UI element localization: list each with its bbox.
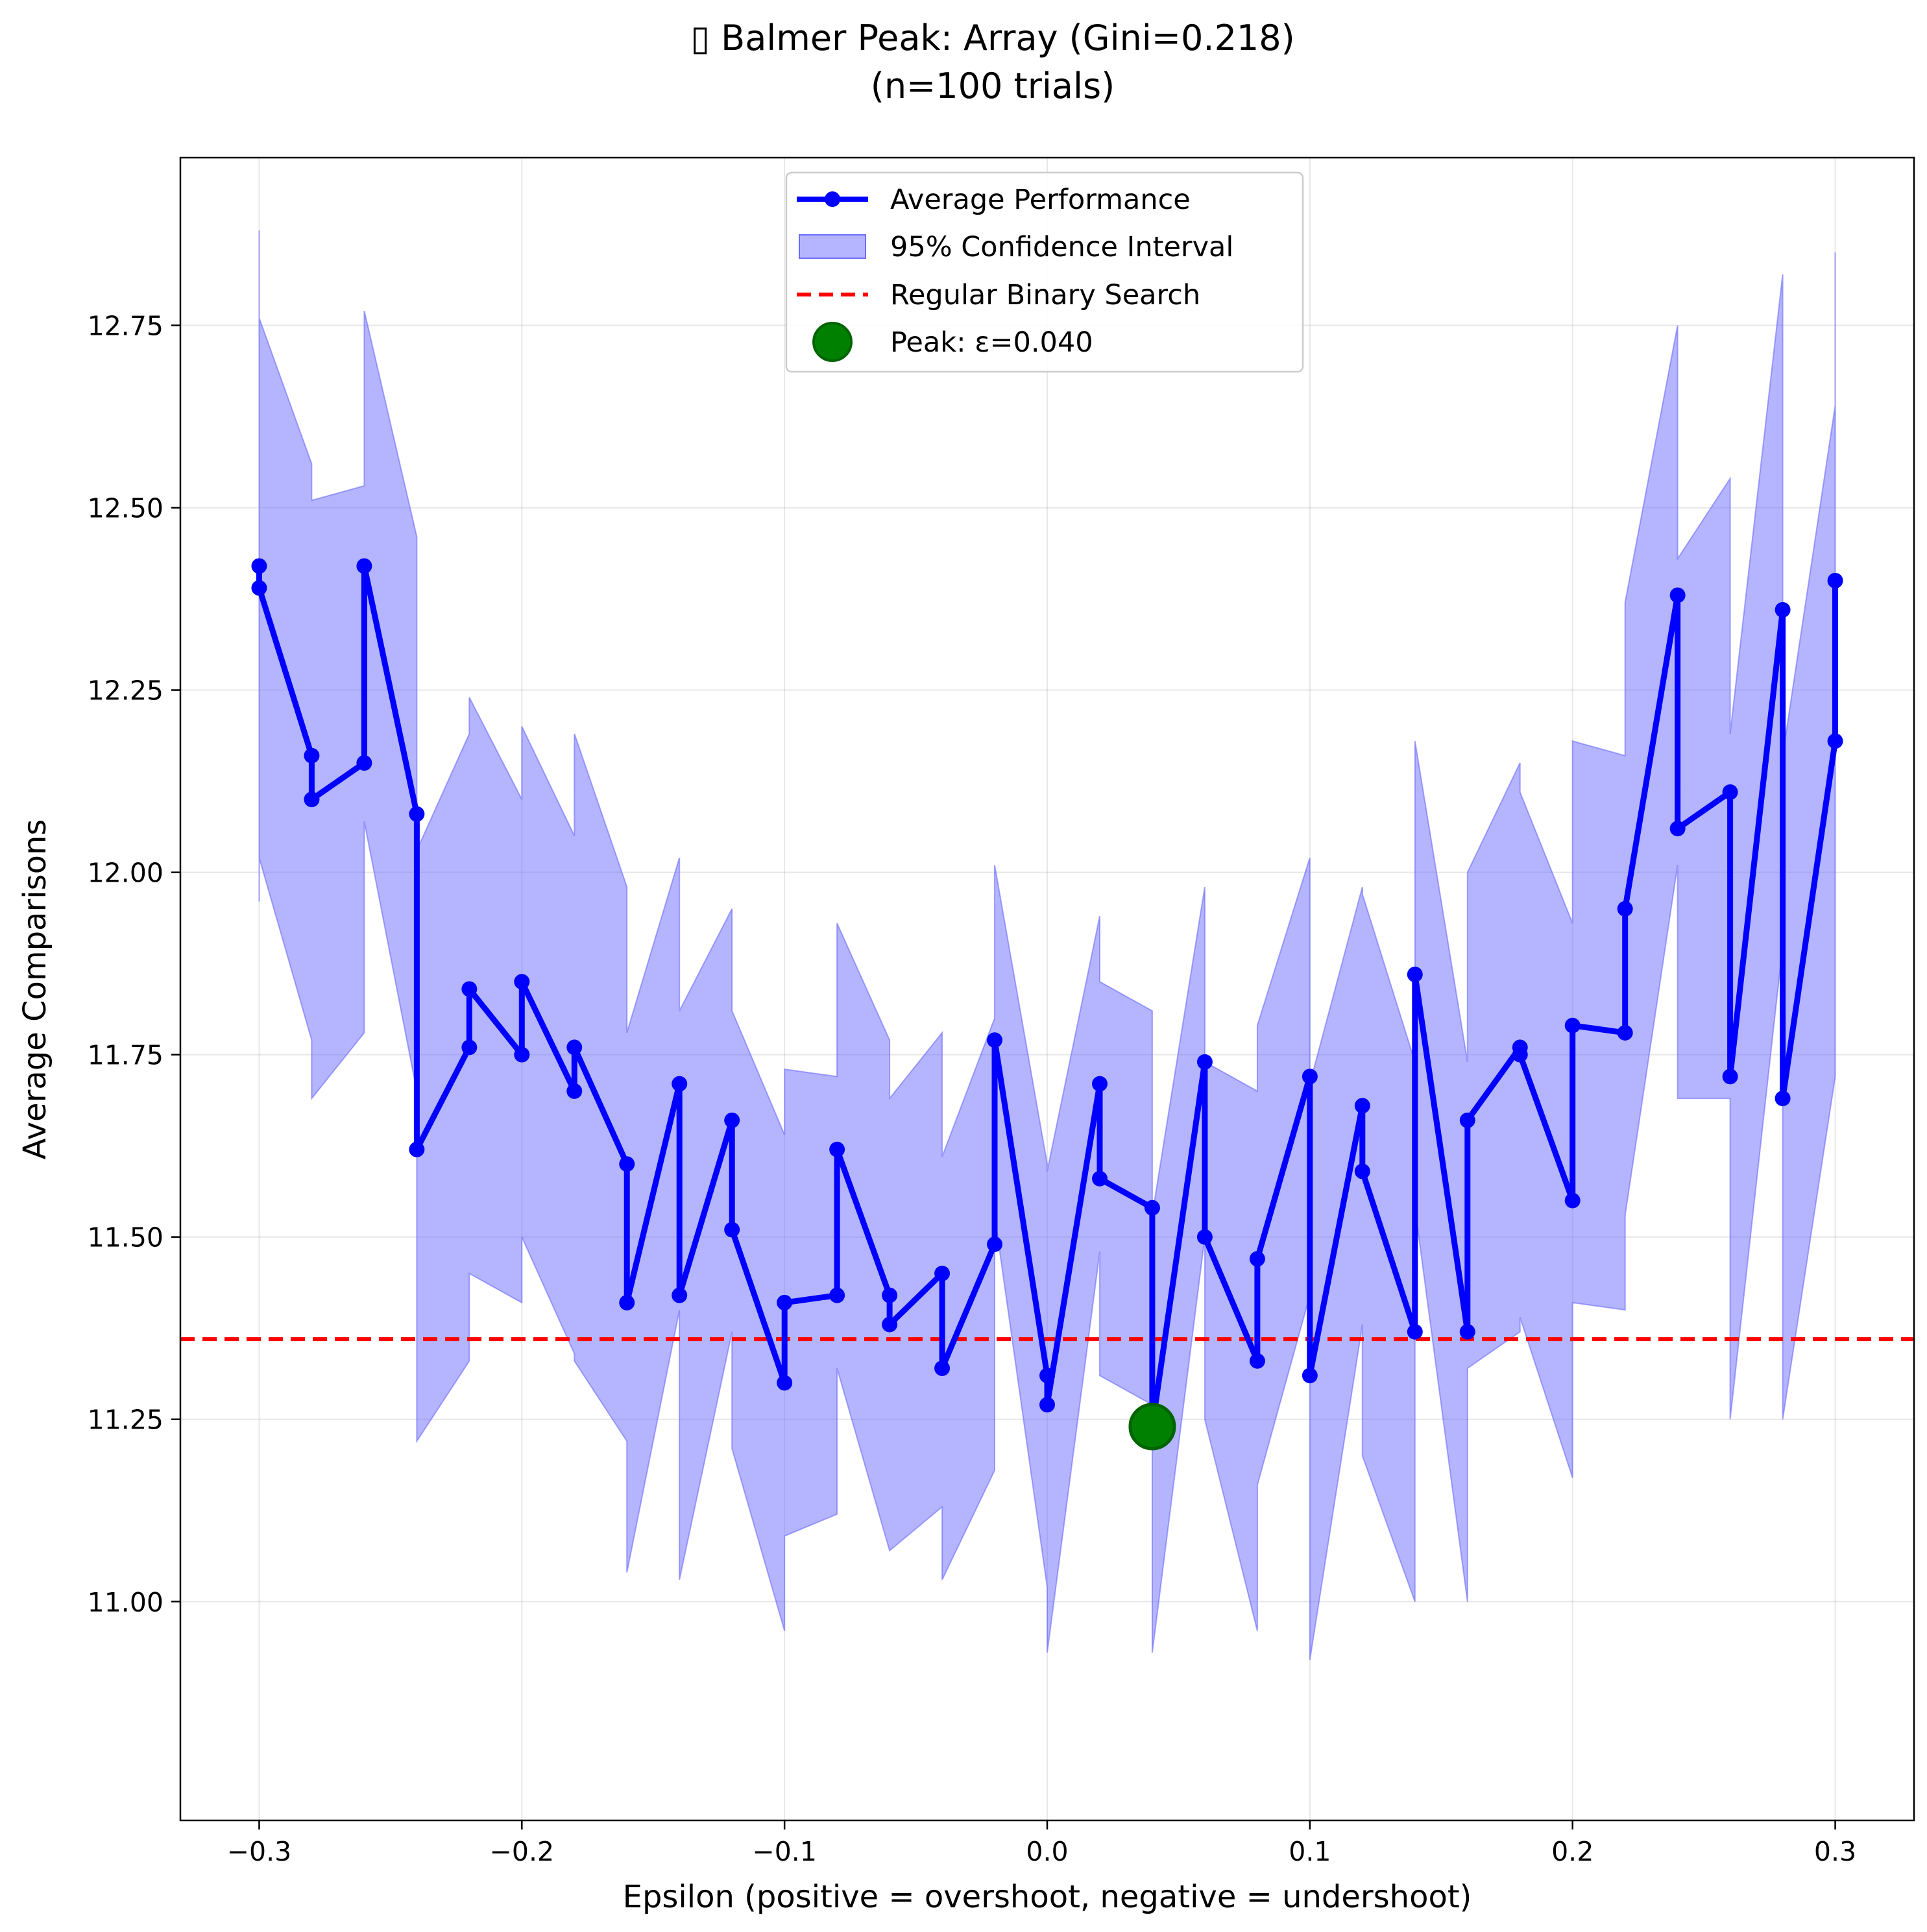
- data-point: [1354, 1098, 1370, 1114]
- y-tick-label: 11.75: [88, 1040, 164, 1071]
- legend-label-baseline: Regular Binary Search: [890, 279, 1200, 311]
- data-point: [1302, 1368, 1318, 1384]
- data-point: [987, 1236, 1003, 1252]
- data-point: [461, 1039, 478, 1056]
- data-point: [1564, 1192, 1581, 1209]
- data-point: [724, 1222, 740, 1238]
- confidence-band: [258, 230, 1836, 1660]
- data-point: [514, 974, 530, 990]
- series-line-layer: [251, 558, 1843, 1434]
- data-point: [251, 558, 267, 574]
- data-point: [304, 791, 320, 808]
- data-point: [1196, 1054, 1213, 1070]
- data-point: [829, 1141, 845, 1157]
- x-tick-label: −0.2: [490, 1836, 555, 1867]
- y-tick-label: 11.50: [88, 1222, 164, 1253]
- legend-box: [785, 171, 1304, 373]
- x-tick-label: −0.1: [752, 1836, 817, 1867]
- data-point: [777, 1294, 793, 1310]
- data-point: [1617, 1024, 1633, 1041]
- data-point: [1091, 1076, 1108, 1092]
- data-point: [1775, 1091, 1791, 1107]
- y-tick-label: 12.75: [88, 311, 164, 342]
- data-point: [1249, 1353, 1265, 1369]
- data-point: [777, 1375, 793, 1391]
- data-point: [1512, 1046, 1528, 1063]
- data-point: [1827, 733, 1843, 749]
- data-point: [1722, 784, 1738, 800]
- y-tick-label: 11.00: [88, 1587, 164, 1618]
- data-point: [409, 1141, 425, 1157]
- data-point: [1722, 1069, 1738, 1085]
- data-point: [1302, 1069, 1318, 1085]
- y-axis-label: Average Comparisons: [17, 819, 53, 1160]
- data-point: [304, 747, 320, 764]
- data-point: [1407, 1323, 1423, 1340]
- data-point: [724, 1112, 740, 1128]
- data-point: [882, 1316, 898, 1333]
- data-point: [1669, 587, 1686, 603]
- legend-band-swatch: [799, 234, 866, 259]
- data-point: [566, 1083, 583, 1099]
- data-point: [356, 558, 372, 574]
- y-tick-label: 12.50: [88, 493, 164, 524]
- data-point: [1459, 1112, 1475, 1128]
- data-point: [1249, 1251, 1265, 1267]
- data-point: [1407, 967, 1423, 983]
- legend-label-band: 95% Confidence Interval: [890, 231, 1233, 263]
- data-point: [1039, 1397, 1055, 1413]
- peak-layer: [1128, 1403, 1176, 1451]
- series-line: [256, 563, 1838, 1430]
- data-point: [1459, 1323, 1475, 1340]
- data-point: [934, 1360, 951, 1377]
- data-point: [1775, 601, 1791, 618]
- chart-title-line2: (n=100 trials): [871, 66, 1115, 106]
- data-point: [619, 1156, 635, 1172]
- x-tick-label: 0.1: [1289, 1836, 1331, 1867]
- data-point: [514, 1046, 530, 1063]
- legend-peak-marker: [812, 322, 853, 362]
- y-axis-ticks: 11.00 11.25 11.50 11.75 12.00 12.25 12.50 12.75: [88, 311, 180, 1618]
- x-tick-label: 0.2: [1551, 1836, 1594, 1867]
- data-point: [1564, 1017, 1581, 1033]
- legend-label-line: Average Performance: [890, 184, 1191, 216]
- data-point: [672, 1287, 688, 1303]
- data-point: [356, 755, 372, 771]
- data-point: [566, 1039, 583, 1056]
- data-point: [1827, 572, 1843, 588]
- y-tick-label: 12.00: [88, 858, 164, 889]
- peak-marker: [1128, 1403, 1176, 1451]
- data-point: [409, 806, 425, 822]
- legend-label-peak: Peak: ε=0.040: [890, 326, 1093, 359]
- data-point: [1196, 1229, 1213, 1245]
- data-point: [1617, 900, 1633, 917]
- x-axis-ticks: −0.3 −0.2 −0.1 0.0 0.1 0.2 0.3: [227, 1820, 1856, 1867]
- y-tick-label: 11.25: [88, 1405, 164, 1436]
- data-point: [1039, 1368, 1055, 1384]
- data-point: [619, 1294, 635, 1310]
- data-point: [1091, 1170, 1108, 1187]
- chart-title-line1: ▯ Balmer Peak: Array (Gini=0.218): [690, 18, 1294, 58]
- data-point: [461, 981, 478, 997]
- data-point: [1669, 821, 1686, 837]
- data-point: [882, 1287, 898, 1303]
- data-point: [251, 580, 267, 596]
- x-tick-label: −0.3: [227, 1836, 292, 1867]
- data-point: [829, 1287, 845, 1303]
- legend-line-marker: [825, 191, 840, 207]
- x-tick-label: 0.3: [1814, 1836, 1856, 1867]
- x-axis-label: Epsilon (positive = overshoot, negative …: [623, 1879, 1472, 1915]
- data-point: [934, 1265, 951, 1281]
- data-point: [987, 1032, 1003, 1048]
- data-point: [1144, 1200, 1160, 1216]
- confidence-band-area: [258, 230, 1836, 1660]
- data-point: [672, 1076, 688, 1092]
- y-tick-label: 12.25: [88, 675, 164, 706]
- data-point: [1354, 1163, 1370, 1179]
- x-tick-label: 0.0: [1026, 1836, 1068, 1867]
- legend: Average Performance 95% Confidence Inter…: [785, 171, 1304, 373]
